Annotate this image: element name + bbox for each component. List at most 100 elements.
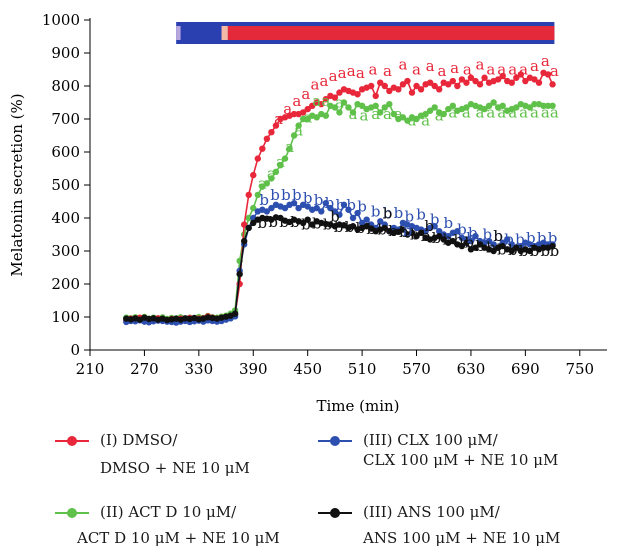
data-point [336,109,343,116]
significance-label: a [329,67,338,85]
significance-label: a [497,60,506,78]
significance-label: b [334,218,344,236]
significance-label: a [294,122,303,140]
significance-label: b [388,222,398,240]
data-point [417,86,425,93]
data-point [526,104,534,111]
data-point [309,102,316,110]
data-point [413,232,420,240]
significance-label: a [486,103,495,121]
data-point [445,105,452,113]
legend-label-ans-line2: ANS 100 μM + NE 10 μM [363,529,561,547]
data-point [386,87,393,95]
data-point [535,79,543,86]
data-point [476,241,484,248]
significance-label: a [437,62,446,80]
significance-label: b [383,204,393,222]
data-point [490,247,497,255]
significance-label: a [476,103,485,121]
data-point [290,199,298,207]
data-point [422,110,429,118]
significance-label: b [475,237,485,255]
data-point [245,214,252,222]
data-point [436,228,443,235]
x-tick-label: 750 [565,360,594,378]
data-point [236,270,243,278]
significance-label: b [325,194,335,212]
significance-label: b [443,214,453,232]
significance-label: a [301,85,310,103]
significance-label: b [303,189,313,207]
data-point [458,76,466,83]
significance-label: b [259,191,269,209]
data-point [445,81,452,88]
data-point [431,82,438,90]
significance-label: b [548,229,558,247]
stimulus-bar-segment [176,26,181,40]
significance-label: b [464,234,474,252]
y-tick-label: 800 [51,77,80,95]
data-point [259,183,266,190]
data-point [240,237,248,245]
data-point [295,122,302,129]
significance-label: b [508,241,518,259]
data-point [354,209,361,217]
data-point [499,72,506,80]
significance-label: b [537,229,547,247]
significance-label: a [369,60,378,78]
stimulus-bar-segment [221,26,228,40]
data-point [544,102,552,110]
significance-label: b [323,216,333,234]
data-point [513,74,520,81]
data-point [485,102,493,110]
data-point [290,132,298,139]
data-point [431,223,438,230]
data-point [245,191,252,199]
data-point [494,76,502,83]
y-tick-label: 100 [51,308,80,326]
data-point [263,208,271,215]
significance-label: b [453,231,463,249]
data-point [490,241,497,248]
data-point [449,237,457,245]
data-point [263,135,271,142]
data-point [336,89,343,96]
legend-marker-clx [330,436,340,446]
legend-label-clx-line2: CLX 100 μM + NE 10 μM [363,451,559,469]
data-point [426,107,434,114]
significance-label: b [468,224,478,242]
significance-label: a [541,103,550,121]
significance-label: b [279,213,289,231]
data-point [240,221,248,228]
significance-label: b [301,216,311,234]
significance-label: b [312,215,322,233]
data-point [549,81,556,88]
data-point [377,218,384,225]
significance-label: a [508,60,517,78]
data-point [272,122,280,129]
significance-label: a [312,92,321,110]
data-point [372,102,379,110]
legend-label-actd-line2: ACT D 10 μM + NE 10 μM [77,529,280,547]
x-tick-label: 570 [402,360,431,378]
significance-label: a [426,57,435,75]
significance-label: b [497,240,507,258]
x-tick-label: 330 [185,360,214,378]
data-point [309,221,316,228]
data-point [377,109,384,116]
data-point [549,242,556,250]
significance-label: b [430,211,440,229]
x-tick-label: 270 [130,360,159,378]
significance-label: b [355,219,365,237]
significance-label: b [550,242,560,260]
data-point [331,208,339,215]
legend: (I) DMSO/ DMSO + NE 10 μM (III) CLX 100 … [0,418,617,556]
data-point [299,219,307,227]
significance-label: a [486,60,495,78]
data-point [463,79,470,86]
data-point [472,244,479,251]
significance-label: b [482,225,492,243]
x-tick-label: 690 [511,360,540,378]
significance-label: b [504,230,514,248]
y-tick-label: 0 [70,341,80,359]
